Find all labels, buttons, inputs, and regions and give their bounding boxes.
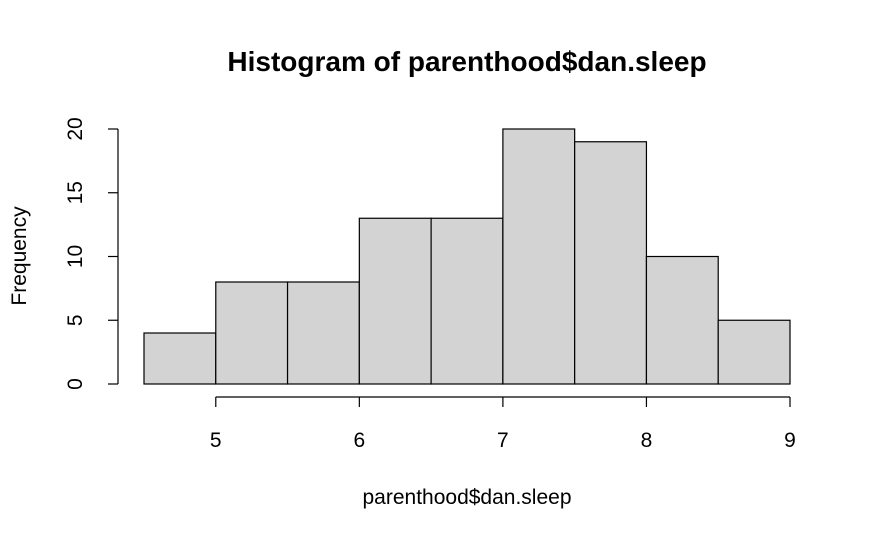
histogram-bar-3 xyxy=(358,217,432,385)
histogram-bar-6 xyxy=(574,141,648,385)
x-tick-label-1: 6 xyxy=(353,429,365,452)
y-tick-label-1: 5 xyxy=(64,314,87,326)
y-tick-label-3: 15 xyxy=(64,181,87,204)
bars-layer xyxy=(143,128,791,385)
histogram-bar-2 xyxy=(286,281,360,385)
y-tick-label-2: 10 xyxy=(64,245,87,268)
x-tick-label-2: 7 xyxy=(497,429,509,452)
histogram-bar-1 xyxy=(215,281,289,385)
histogram-bar-0 xyxy=(143,332,217,385)
y-axis: 0 5 10 15 20 xyxy=(64,117,119,390)
histogram-bar-7 xyxy=(645,255,719,385)
histogram-bar-5 xyxy=(502,128,576,385)
x-axis-label: parenthood$dan.sleep xyxy=(362,486,571,509)
histogram-bar-8 xyxy=(717,319,791,385)
histogram-bar-4 xyxy=(430,217,504,385)
y-tick-label-0: 0 xyxy=(64,378,87,390)
y-axis-label: Frequency xyxy=(8,206,31,306)
x-tick-label-4: 9 xyxy=(784,429,796,452)
y-tick-label-4: 20 xyxy=(64,117,87,140)
x-axis: 5 6 7 8 9 xyxy=(210,396,796,452)
x-tick-label-0: 5 xyxy=(210,429,222,452)
chart-title: Histogram of parenthood$dan.sleep xyxy=(227,46,706,77)
x-tick-label-3: 8 xyxy=(641,429,653,452)
